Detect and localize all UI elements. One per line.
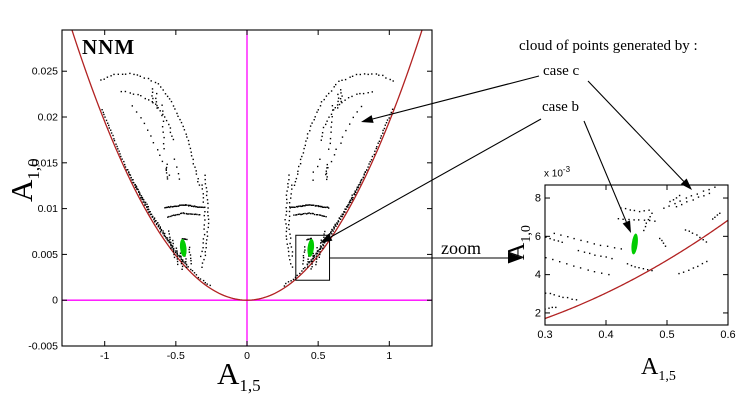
inset-scale-exp: -3 bbox=[562, 165, 571, 174]
tick-label: 0.005 bbox=[32, 249, 58, 261]
tick-label: 0.6 bbox=[720, 329, 735, 341]
nnm-title: NNM bbox=[82, 35, 136, 59]
tick-label: 0.02 bbox=[38, 112, 59, 124]
tick-label: 1 bbox=[386, 350, 392, 362]
tick-label: 0 bbox=[52, 295, 58, 307]
main-xaxis-label: A1,5 bbox=[217, 356, 261, 396]
main-xlabel-base: A bbox=[217, 356, 240, 391]
inset-yaxis-label: A1,0 bbox=[504, 225, 534, 260]
main-dot-cloud bbox=[100, 72, 394, 287]
cloud-of-points-label: cloud of points generated by : bbox=[519, 38, 698, 54]
case-c-to-inset-arrow bbox=[587, 80, 692, 190]
green-cluster bbox=[179, 239, 187, 257]
green-cluster bbox=[631, 233, 638, 255]
main-yaxis-label: A1,0 bbox=[4, 158, 44, 202]
main-xlabel-sub: 1,5 bbox=[239, 376, 261, 396]
tick-label: 0.025 bbox=[32, 66, 58, 78]
tick-label: 0.4 bbox=[598, 329, 613, 341]
inset-dot-cloud bbox=[545, 186, 721, 310]
tick-label: 8 bbox=[535, 193, 541, 205]
tick-label: -0.5 bbox=[167, 350, 185, 362]
main-ylabel-base: A bbox=[4, 179, 39, 202]
main-ylabel-sub: 1,0 bbox=[24, 158, 44, 180]
case-b-to-inset-arrow bbox=[583, 120, 631, 233]
inset-plot-area bbox=[545, 186, 728, 320]
inset-tick-labels: 0.3 0.4 0.5 0.6 2 4 6 8 bbox=[535, 193, 736, 341]
inset-plot: 0.3 0.4 0.5 0.6 2 4 6 8 bbox=[535, 184, 736, 341]
main-ticks bbox=[62, 30, 432, 347]
main-backbone-curve bbox=[71, 30, 423, 301]
tick-label: 0.3 bbox=[537, 329, 552, 341]
inset-ylabel-sub: 1,0 bbox=[518, 225, 534, 243]
tick-label: -0.005 bbox=[28, 341, 58, 353]
tick-label: 2 bbox=[535, 307, 541, 319]
inset-ylabel-base: A bbox=[504, 242, 530, 260]
tick-label: -1 bbox=[100, 350, 109, 362]
case-b-label: case b bbox=[542, 99, 580, 115]
inset-ticks bbox=[544, 185, 729, 325]
tick-label: 6 bbox=[535, 231, 541, 243]
annotation-arrows bbox=[320, 75, 692, 264]
tick-label: 0.5 bbox=[311, 350, 326, 362]
tick-label: 0.015 bbox=[32, 157, 58, 169]
case-c-label: case c bbox=[543, 63, 580, 79]
inset-scale-label: x 10-3 bbox=[544, 165, 571, 180]
tick-label: 0 bbox=[244, 350, 250, 362]
case-c-to-main-arrow bbox=[361, 75, 540, 123]
case-b-to-main-arrow bbox=[320, 118, 542, 243]
tick-label: 0.01 bbox=[38, 203, 59, 215]
inset-xlabel-sub: 1,5 bbox=[658, 368, 676, 384]
main-tick-labels: -1 -0.5 0 0.5 1 -0.005 0 0.005 0.01 0.015 0.02 0.02… bbox=[28, 66, 392, 362]
zoom-label: zoom bbox=[441, 238, 481, 258]
main-plot: -1 -0.5 0 0.5 1 -0.005 0 0.005 0.01 0.015 0.02 0.02… bbox=[28, 29, 433, 362]
tick-label: 4 bbox=[535, 269, 541, 281]
main-plot-area bbox=[62, 30, 432, 346]
green-cluster bbox=[307, 239, 315, 257]
inset-backbone-curve bbox=[545, 219, 728, 320]
tick-label: 0.5 bbox=[659, 329, 674, 341]
inset-xaxis-label: A1,5 bbox=[641, 354, 676, 384]
zoom-arrow bbox=[329, 252, 523, 264]
inset-xlabel-base: A bbox=[641, 354, 659, 380]
inset-axes-box bbox=[544, 184, 729, 326]
inset-scale-base: x 10 bbox=[544, 168, 563, 180]
